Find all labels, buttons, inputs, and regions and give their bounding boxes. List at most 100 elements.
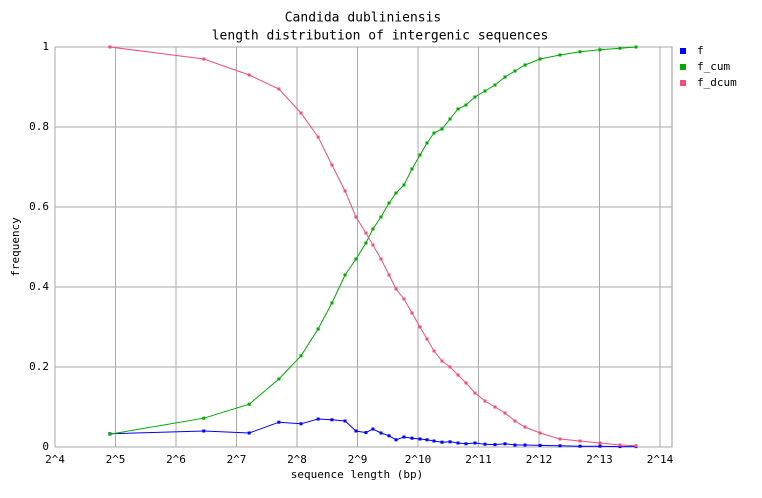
- data-point: [343, 273, 347, 277]
- data-point: [523, 443, 527, 447]
- data-point: [364, 241, 368, 245]
- data-point: [330, 301, 334, 305]
- data-point: [538, 443, 542, 447]
- series-line: [109, 418, 636, 448]
- chart-subtitle: length distribution of intergenic sequen…: [212, 29, 549, 44]
- data-point: [316, 327, 320, 331]
- data-point: [108, 432, 112, 436]
- y-tick-label: 0: [42, 440, 49, 453]
- data-point: [108, 45, 112, 49]
- data-point: [202, 416, 206, 420]
- data-point: [394, 191, 398, 195]
- data-point: [394, 287, 398, 291]
- data-point: [538, 431, 542, 435]
- data-point: [513, 69, 517, 73]
- data-point: [440, 359, 444, 363]
- data-point: [618, 443, 622, 447]
- data-point: [247, 431, 251, 435]
- data-point: [277, 87, 281, 91]
- x-tick-label: 2^10: [405, 453, 432, 466]
- data-point: [425, 337, 429, 341]
- data-point: [432, 349, 436, 353]
- data-point: [330, 163, 334, 167]
- data-point: [493, 405, 497, 409]
- data-point: [402, 435, 406, 439]
- data-point: [513, 443, 517, 447]
- data-point: [299, 111, 303, 115]
- x-tick-label: 2^13: [586, 453, 613, 466]
- data-point: [440, 127, 444, 131]
- data-point: [558, 437, 562, 441]
- data-point: [410, 167, 414, 171]
- chart-title: Candida dubliniensis: [285, 11, 442, 26]
- data-point: [448, 365, 452, 369]
- data-point: [247, 402, 251, 406]
- data-point: [354, 429, 358, 433]
- data-point: [598, 441, 602, 445]
- data-point: [299, 422, 303, 426]
- data-point: [202, 429, 206, 433]
- y-tick-label: 0.8: [29, 120, 49, 133]
- data-point: [402, 297, 406, 301]
- x-axis-label: sequence length (bp): [291, 468, 423, 481]
- legend-label: f_dcum: [697, 76, 737, 89]
- data-point: [354, 215, 358, 219]
- data-point: [578, 439, 582, 443]
- data-point: [493, 443, 497, 447]
- x-tick-label: 2^8: [287, 453, 307, 466]
- data-point: [330, 418, 334, 422]
- data-point: [618, 46, 622, 50]
- data-point: [598, 48, 602, 52]
- data-point: [316, 417, 320, 421]
- data-point: [387, 434, 391, 438]
- y-tick-label: 0.4: [29, 280, 49, 293]
- x-tick-label: 2^12: [526, 453, 553, 466]
- data-point: [371, 427, 375, 431]
- data-point: [364, 231, 368, 235]
- data-point: [513, 419, 517, 423]
- y-tick-label: 0.2: [29, 360, 49, 373]
- data-point: [473, 391, 477, 395]
- data-point: [558, 444, 562, 448]
- data-point: [277, 377, 281, 381]
- data-point: [493, 83, 497, 87]
- data-point: [354, 257, 358, 261]
- legend-label: f_cum: [697, 60, 730, 73]
- data-point: [618, 445, 622, 449]
- data-point: [379, 257, 383, 261]
- legend-marker: [680, 48, 686, 54]
- data-point: [418, 325, 422, 329]
- x-tick-label: 2^9: [348, 453, 368, 466]
- data-point: [371, 227, 375, 231]
- data-point: [316, 135, 320, 139]
- data-point: [634, 45, 638, 49]
- data-point: [299, 354, 303, 358]
- data-point: [432, 131, 436, 135]
- x-tick-label: 2^11: [465, 453, 492, 466]
- legend-label: f: [697, 44, 704, 57]
- x-tick-label: 2^14: [647, 453, 674, 466]
- legend-marker: [680, 80, 686, 86]
- data-point: [464, 442, 468, 446]
- data-point: [410, 311, 414, 315]
- data-point: [456, 107, 460, 111]
- data-point: [523, 425, 527, 429]
- data-point: [558, 53, 562, 57]
- data-point: [523, 63, 527, 67]
- data-point: [503, 75, 507, 79]
- data-point: [277, 420, 281, 424]
- legend-marker: [680, 64, 686, 70]
- data-point: [418, 437, 422, 441]
- data-point: [371, 243, 375, 247]
- y-axis-label: frequency: [9, 217, 22, 277]
- data-point: [418, 153, 422, 157]
- y-tick-label: 1: [42, 40, 49, 53]
- x-tick-label: 2^6: [166, 453, 186, 466]
- y-tick-label: 0.6: [29, 200, 49, 213]
- data-point: [578, 444, 582, 448]
- data-point: [379, 215, 383, 219]
- data-point: [394, 438, 398, 442]
- data-point: [202, 57, 206, 61]
- data-point: [538, 57, 542, 61]
- data-point: [464, 103, 468, 107]
